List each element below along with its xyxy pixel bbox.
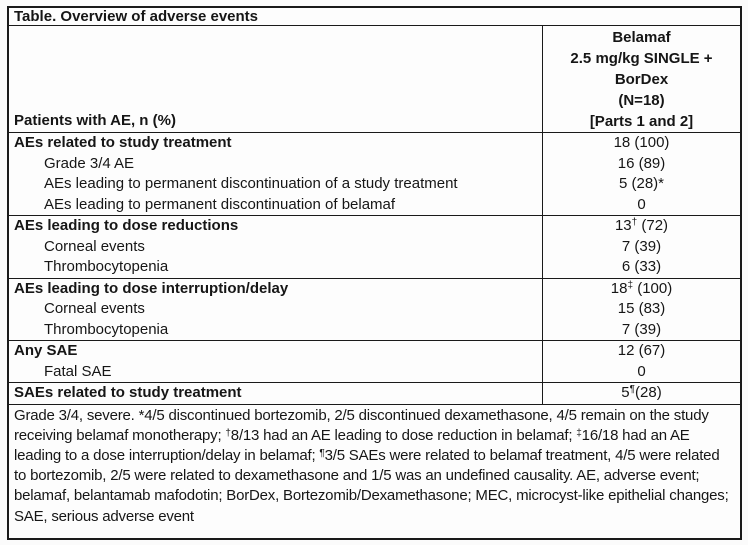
row-label: Any SAE (9, 341, 543, 362)
section-aes-related: AEs related to study treatment 18 (100) … (9, 133, 740, 216)
row-label: Corneal events (9, 299, 543, 320)
section-dose-reductions: AEs leading to dose reductions 13† (72) … (9, 216, 740, 279)
table-row: AEs leading to permanent discontinuation… (9, 194, 740, 216)
value-text: 12 (67) (617, 342, 666, 359)
row-value: 0 (543, 362, 740, 383)
row-label: Grade 3/4 AE (9, 153, 543, 174)
table-row: AEs leading to dose interruption/delay 1… (9, 278, 740, 300)
adverse-events-table: Table. Overview of adverse events Patien… (7, 6, 742, 540)
value-text: 7 (39) (621, 320, 662, 338)
value-text: 7 (39) (621, 237, 662, 255)
value-text: 18 (610, 279, 628, 297)
row-label: Fatal SAE (9, 361, 543, 382)
row-label: Corneal events (9, 236, 543, 257)
row-label: AEs leading to permanent discontinuation… (9, 174, 543, 195)
section-dose-interruption: AEs leading to dose interruption/delay 1… (9, 278, 740, 341)
table-title: Table. Overview of adverse events (9, 8, 740, 26)
table-row: Corneal events 15 (83) (9, 299, 740, 320)
treatment-header-line: Belamaf (612, 28, 671, 46)
table-row: AEs leading to permanent discontinuation… (9, 174, 740, 195)
row-label: AEs leading to dose reductions (9, 216, 543, 237)
row-value: 0 (543, 195, 740, 216)
value-text: (28) (635, 384, 662, 401)
section-any-sae: Any SAE 12 (67) Fatal SAE 0 (9, 341, 740, 383)
footnote-text: 16/18 had an AE leading to a dose interr… (14, 426, 690, 464)
table-row: AEs related to study treatment 18 (100) (9, 133, 740, 154)
row-value: 15 (83) (543, 299, 740, 320)
row-label: AEs leading to permanent discontinuation… (9, 194, 543, 215)
value-text: (100) (633, 279, 673, 297)
row-value: 7 (39) (543, 237, 740, 258)
row-value: 13† (72) (543, 216, 740, 237)
footnote-text: 8/13 had an AE leading to dose reduction… (230, 426, 577, 444)
section-saes-related: SAEs related to study treatment 5¶(28) (9, 383, 740, 405)
row-label: Thrombocytopenia (9, 257, 543, 278)
value-text: 0 (637, 195, 646, 213)
value-text: (72) (637, 217, 669, 234)
row-value: 16 (89) (543, 154, 740, 175)
table-row: SAEs related to study treatment 5¶(28) (9, 383, 740, 404)
treatment-header-line: [Parts 1 and 2] (589, 112, 694, 130)
table-row: Thrombocytopenia 6 (33) (9, 257, 740, 278)
dagger-marker: † (225, 427, 231, 439)
row-value: 6 (33) (543, 257, 740, 278)
row-label: AEs leading to dose interruption/delay (9, 278, 543, 299)
row-value: 5 (28)* (543, 174, 740, 195)
footnote-text: 3/5 SAEs were related to belamaf treatme… (14, 446, 729, 525)
row-label: Thrombocytopenia (9, 319, 543, 340)
treatment-header-line: BorDex (614, 70, 669, 88)
value-text: 6 (33) (621, 258, 662, 275)
table-row: Grade 3/4 AE 16 (89) (9, 153, 740, 175)
table-row: Corneal events 7 (39) (9, 236, 740, 258)
table-footnote: Grade 3/4, severe. *4/5 discontinued bor… (9, 405, 740, 539)
table-row: AEs leading to dose reductions 13† (72) (9, 216, 740, 237)
treatment-header-line: (N=18) (618, 91, 665, 109)
value-footnote-marker: ¶ (629, 384, 636, 395)
value-text: 13 (614, 217, 632, 234)
row-label: SAEs related to study treatment (9, 383, 543, 404)
table-row: Fatal SAE 0 (9, 361, 740, 383)
table-row: Any SAE 12 (67) (9, 341, 740, 362)
value-footnote-marker: † (631, 217, 638, 228)
treatment-header-line: 2.5 mg/kg SINGLE + (570, 49, 713, 67)
value-text: 5 (28)* (618, 175, 665, 192)
double-dagger-marker: ‡ (576, 427, 582, 439)
row-value: 12 (67) (543, 341, 740, 362)
table-row: Thrombocytopenia 7 (39) (9, 319, 740, 341)
row-label: AEs related to study treatment (9, 133, 543, 154)
value-text: 0 (637, 362, 646, 380)
row-value: 18‡ (100) (543, 279, 740, 300)
value-text: 16 (89) (617, 154, 666, 172)
pilcrow-marker: ¶ (319, 447, 325, 459)
value-text: 18 (100) (613, 134, 670, 151)
value-text: 15 (83) (617, 300, 666, 317)
value-footnote-marker: ‡ (627, 279, 634, 291)
row-value: 7 (39) (543, 320, 740, 341)
row-value: 5¶(28) (543, 383, 740, 404)
footnote-text: Grade 3/4, severe. *4/5 discontinued bor… (14, 406, 709, 444)
value-text: 5 (621, 384, 630, 401)
table-header-row: Patients with AE, n (%) Belamaf 2.5 mg/k… (9, 26, 740, 133)
row-value: 18 (100) (543, 133, 740, 154)
column-header-treatment: Belamaf 2.5 mg/kg SINGLE + BorDex (N=18)… (543, 26, 740, 132)
column-header-patients: Patients with AE, n (%) (9, 26, 543, 132)
